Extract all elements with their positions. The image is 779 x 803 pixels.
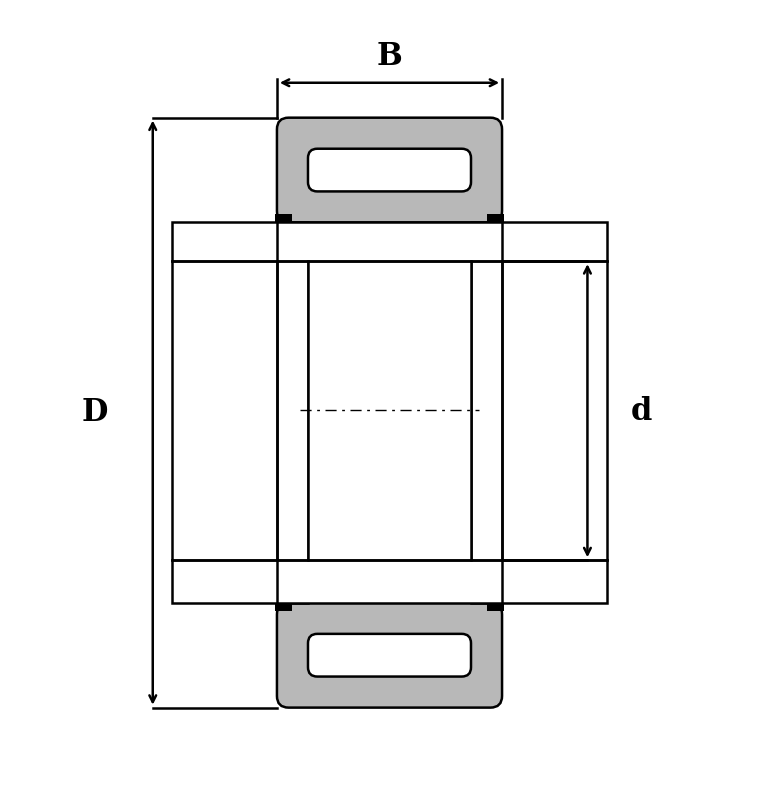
Bar — [275, 594, 292, 612]
Text: d: d — [631, 396, 653, 426]
Bar — [172, 223, 607, 262]
Text: B: B — [376, 41, 403, 72]
Bar — [487, 214, 504, 232]
FancyBboxPatch shape — [277, 119, 502, 223]
FancyBboxPatch shape — [308, 149, 471, 192]
Bar — [487, 594, 504, 612]
Bar — [172, 560, 607, 603]
FancyBboxPatch shape — [308, 634, 471, 677]
Bar — [277, 223, 308, 603]
FancyBboxPatch shape — [277, 603, 502, 707]
Bar — [471, 223, 502, 603]
Bar — [308, 223, 471, 603]
Bar — [275, 214, 292, 232]
Text: D: D — [81, 396, 108, 427]
